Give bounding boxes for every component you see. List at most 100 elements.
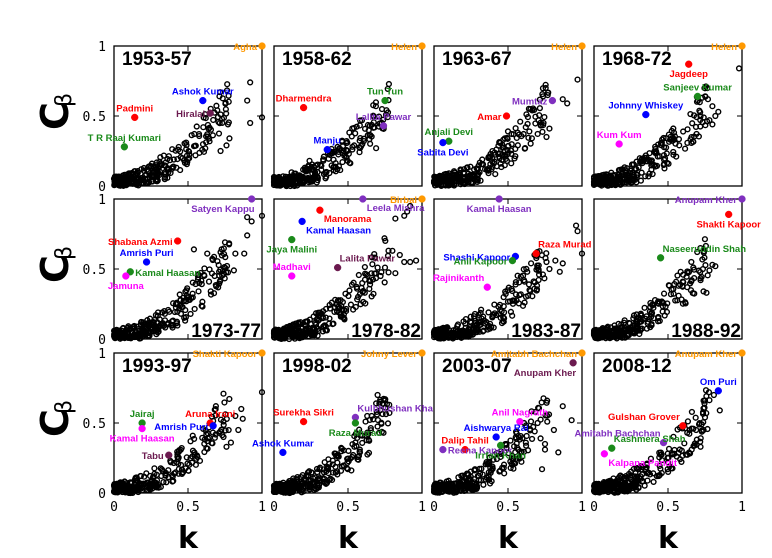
highlighted-actor-point <box>351 419 360 427</box>
actor-point <box>191 142 199 149</box>
actor-point <box>191 305 198 313</box>
actor-name-label: Jagdeep <box>669 69 708 80</box>
actor-name-label: Ashok Kumar <box>172 87 234 98</box>
actor-point <box>286 174 293 181</box>
actor-point <box>450 168 458 175</box>
actor-point <box>124 329 131 336</box>
actor-name-label: Aishwarya Rai <box>464 423 529 434</box>
actor-point <box>134 180 141 188</box>
actor-points <box>270 202 420 343</box>
x-tick-label: 0.5 <box>656 500 679 515</box>
actor-point <box>633 158 640 165</box>
actor-point <box>322 169 329 177</box>
actor-point <box>374 264 381 271</box>
highlighted-actor-point <box>333 263 342 272</box>
actor-point <box>173 164 180 171</box>
highlighted-actor-point <box>206 109 214 117</box>
actor-point <box>174 300 181 307</box>
actor-point <box>473 165 480 172</box>
actor-point <box>448 181 456 188</box>
y-tick-label: 0.5 <box>83 110 106 125</box>
actor-point <box>735 65 743 72</box>
actor-point <box>673 153 680 160</box>
highlighted-actor-point <box>359 195 367 203</box>
actor-point <box>536 105 543 112</box>
actor-point <box>501 315 508 322</box>
actor-point <box>258 212 266 219</box>
y-tick-label: 0.5 <box>83 417 106 432</box>
actor-point <box>574 76 581 83</box>
actor-point <box>378 105 386 113</box>
panel-1973-77: 0 0.5 1 1973-77 Satyen Kappu Shabana AzmiAmri… <box>83 193 266 348</box>
highlighted-actor-point <box>299 417 308 426</box>
y-axis-title-subscript: β <box>52 246 77 260</box>
actor-name-label: Raza Murad <box>329 428 383 439</box>
actor-point <box>174 308 181 315</box>
y-tick-label: 0 <box>98 487 106 502</box>
actor-point <box>230 267 237 274</box>
actor-point <box>529 293 536 300</box>
highlighted-actor-point <box>600 450 609 458</box>
actor-point <box>670 129 678 136</box>
actor-point <box>312 310 320 317</box>
actor-point <box>520 130 527 138</box>
actor-point <box>215 118 222 126</box>
actor-point <box>225 92 232 99</box>
actor-point <box>336 145 343 152</box>
highlighted-actor-point <box>418 42 426 50</box>
actor-name-label: Amrish Puri <box>120 248 174 259</box>
highlighted-actor-point <box>693 92 702 101</box>
actor-point <box>616 173 623 180</box>
highlighted-actor-point <box>714 387 722 395</box>
actor-point <box>226 135 233 142</box>
actor-point <box>218 115 226 122</box>
actor-point <box>354 296 361 303</box>
actor-point <box>670 148 677 156</box>
actor-point <box>497 160 504 167</box>
actor-point <box>493 146 500 153</box>
actor-name-label: Kalpana Pandit <box>608 458 677 469</box>
actor-point <box>539 91 546 98</box>
actor-point <box>295 319 302 326</box>
actor-point <box>300 166 307 173</box>
y-axis-title-subscript: β <box>52 400 77 414</box>
actor-point <box>213 102 220 109</box>
actor-point <box>342 307 350 315</box>
actor-point <box>174 146 182 153</box>
actor-point <box>140 180 147 187</box>
highlighted-actor-point <box>496 441 505 450</box>
actor-name-label: Shabana Azmi <box>108 237 173 248</box>
actor-point <box>539 128 546 135</box>
actor-point <box>162 170 169 178</box>
actor-point <box>514 142 521 149</box>
y-axis-title: Cβ <box>33 93 77 130</box>
x-tick-label: 1 <box>418 500 426 515</box>
highlighted-actor-point <box>323 145 331 154</box>
actor-name-label: Amar <box>477 112 502 123</box>
actor-point <box>655 141 662 148</box>
actor-point <box>545 89 552 96</box>
actor-point <box>306 325 314 332</box>
actor-point <box>454 322 461 330</box>
actor-point <box>559 96 566 103</box>
actor-point <box>213 283 220 290</box>
actor-point <box>689 120 696 127</box>
actor-point <box>502 153 509 160</box>
panel-1983-87: 1983-87 Kamal Haasan Shashi Kapoor Raza Mur… <box>430 195 592 342</box>
actor-point <box>217 249 224 256</box>
actor-point <box>527 260 535 267</box>
actor-point <box>591 179 598 186</box>
actor-point <box>681 145 689 152</box>
actor-point <box>180 294 187 301</box>
actor-name-label: Padmini <box>116 103 153 114</box>
actor-point <box>366 281 374 288</box>
actor-point <box>322 314 329 321</box>
actor-point <box>224 81 231 88</box>
actor-point <box>478 315 485 322</box>
actor-point <box>508 285 515 293</box>
actor-point <box>314 332 321 339</box>
actor-point <box>210 253 218 260</box>
actor-point <box>186 293 193 300</box>
actor-name-label: Amitabh Bachchan <box>491 349 577 360</box>
